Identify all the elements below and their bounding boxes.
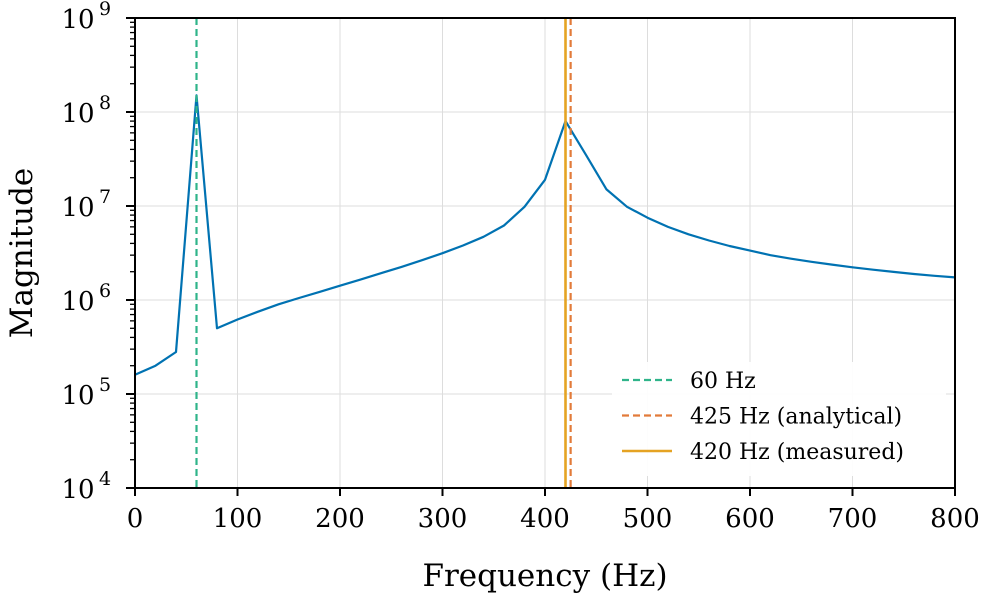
x-tick-label: 200 <box>315 504 365 534</box>
y-tick-exponent: 4 <box>99 468 111 490</box>
plot-area <box>134 18 956 488</box>
legend-label: 60 Hz <box>690 369 756 394</box>
legend: 60 Hz 425 Hz (analytical) 420 Hz (measured… <box>612 362 946 476</box>
y-tick-label: 10 8 <box>61 92 111 129</box>
x-tick-label: 600 <box>725 504 775 534</box>
x-axis-label: Frequency (Hz) <box>422 558 667 594</box>
x-tick-label: 400 <box>520 504 570 534</box>
y-tick-label: 10 7 <box>61 186 111 223</box>
y-tick-base: 10 <box>61 99 94 129</box>
y-tick-exponent: 8 <box>99 92 111 114</box>
grid <box>135 18 955 488</box>
y-tick-label: 10 9 <box>61 0 111 35</box>
x-tick-label: 700 <box>828 504 878 534</box>
x-tick-label: 0 <box>127 504 144 534</box>
legend-label: 425 Hz (analytical) <box>690 405 902 430</box>
x-tick-label: 500 <box>623 504 673 534</box>
y-tick-label: 10 4 <box>61 468 111 505</box>
series-line-spectrum <box>134 94 956 376</box>
y-tick-base: 10 <box>61 193 94 223</box>
y-tick-base: 10 <box>61 287 94 317</box>
y-tick-exponent: 9 <box>99 0 111 20</box>
y-tick-exponent: 7 <box>99 186 111 208</box>
y-tick-base: 10 <box>61 475 94 505</box>
legend-box <box>612 362 946 476</box>
y-tick-base: 10 <box>61 5 94 35</box>
y-axis-label: Magnitude <box>4 168 40 339</box>
y-tick-label: 10 5 <box>61 374 111 411</box>
y-tick-exponent: 5 <box>99 374 111 396</box>
legend-label: 420 Hz (measured) <box>690 440 904 465</box>
y-tick-label: 10 6 <box>61 280 111 317</box>
x-tick-label: 100 <box>213 504 263 534</box>
y-tick-base: 10 <box>61 381 94 411</box>
x-tick-label: 300 <box>418 504 468 534</box>
x-tick-label: 800 <box>930 504 980 534</box>
y-tick-exponent: 6 <box>99 280 111 302</box>
